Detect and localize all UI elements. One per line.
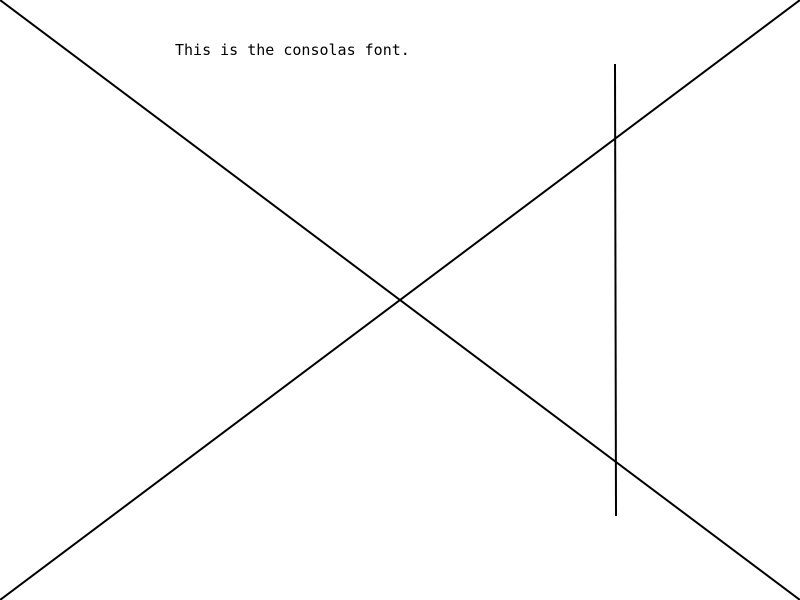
caption-text: This is the consolas font. (175, 41, 410, 59)
vertical-line (614, 63, 617, 517)
